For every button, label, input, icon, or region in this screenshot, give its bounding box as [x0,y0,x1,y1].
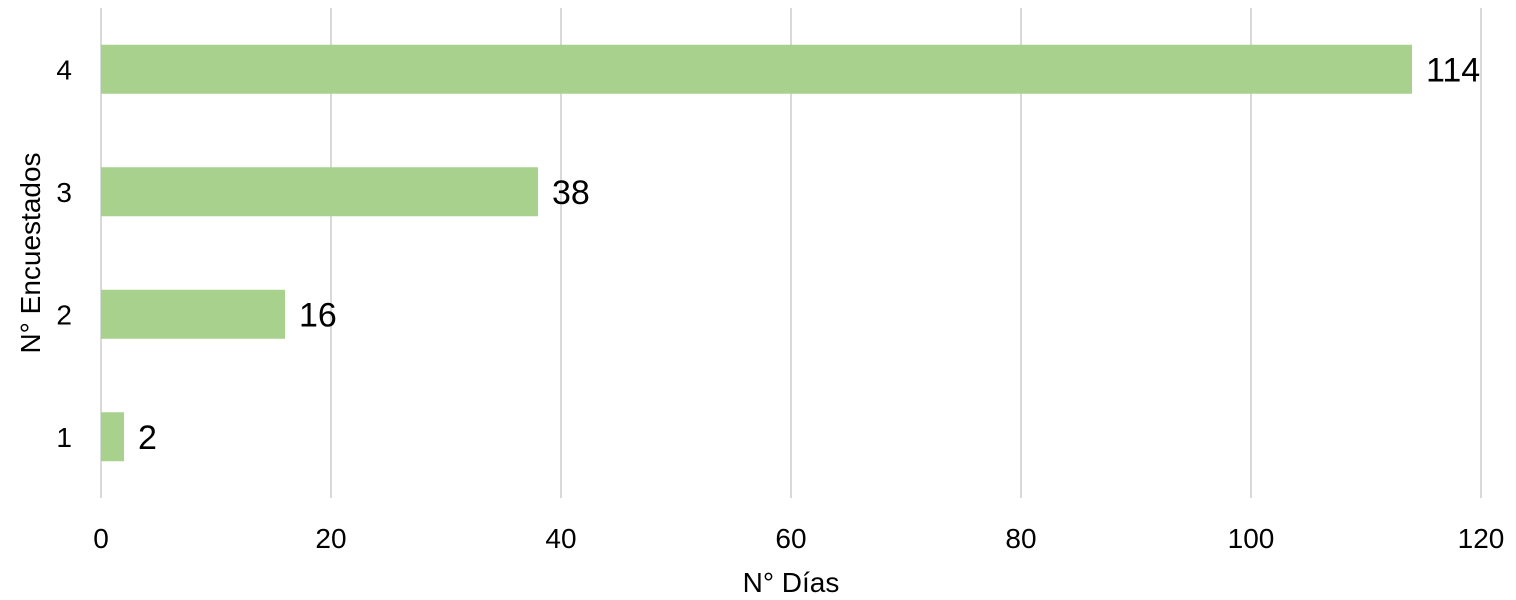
data-label: 2 [138,419,157,457]
y-tick-label: 2 [56,299,72,330]
x-tick-label: 120 [1458,523,1505,554]
bar-4 [101,44,1412,94]
x-tick-label: 100 [1228,523,1275,554]
x-tick-label: 0 [93,523,109,554]
y-tick-label: 1 [56,422,72,453]
data-label: 16 [299,296,337,334]
x-axis-title: N° Días [743,567,840,598]
bar-2 [101,289,285,339]
x-tick-label: 20 [315,523,346,554]
data-labels: 2 16 38 114 [138,51,1480,457]
data-label: 114 [1426,51,1480,89]
x-tick-label: 80 [1005,523,1036,554]
y-tick-label: 3 [56,177,72,208]
bar-1 [101,412,124,462]
x-tick-label: 60 [775,523,806,554]
y-axis-title: N° Encuestados [15,152,46,353]
x-tick-label: 40 [545,523,576,554]
bars [101,44,1412,462]
y-tick-labels: 1 2 3 4 [56,54,72,453]
bar-3 [101,167,538,217]
y-tick-label: 4 [56,54,72,85]
x-tick-labels: 0 20 40 60 80 100 120 [93,523,1504,554]
data-label: 38 [552,174,590,212]
